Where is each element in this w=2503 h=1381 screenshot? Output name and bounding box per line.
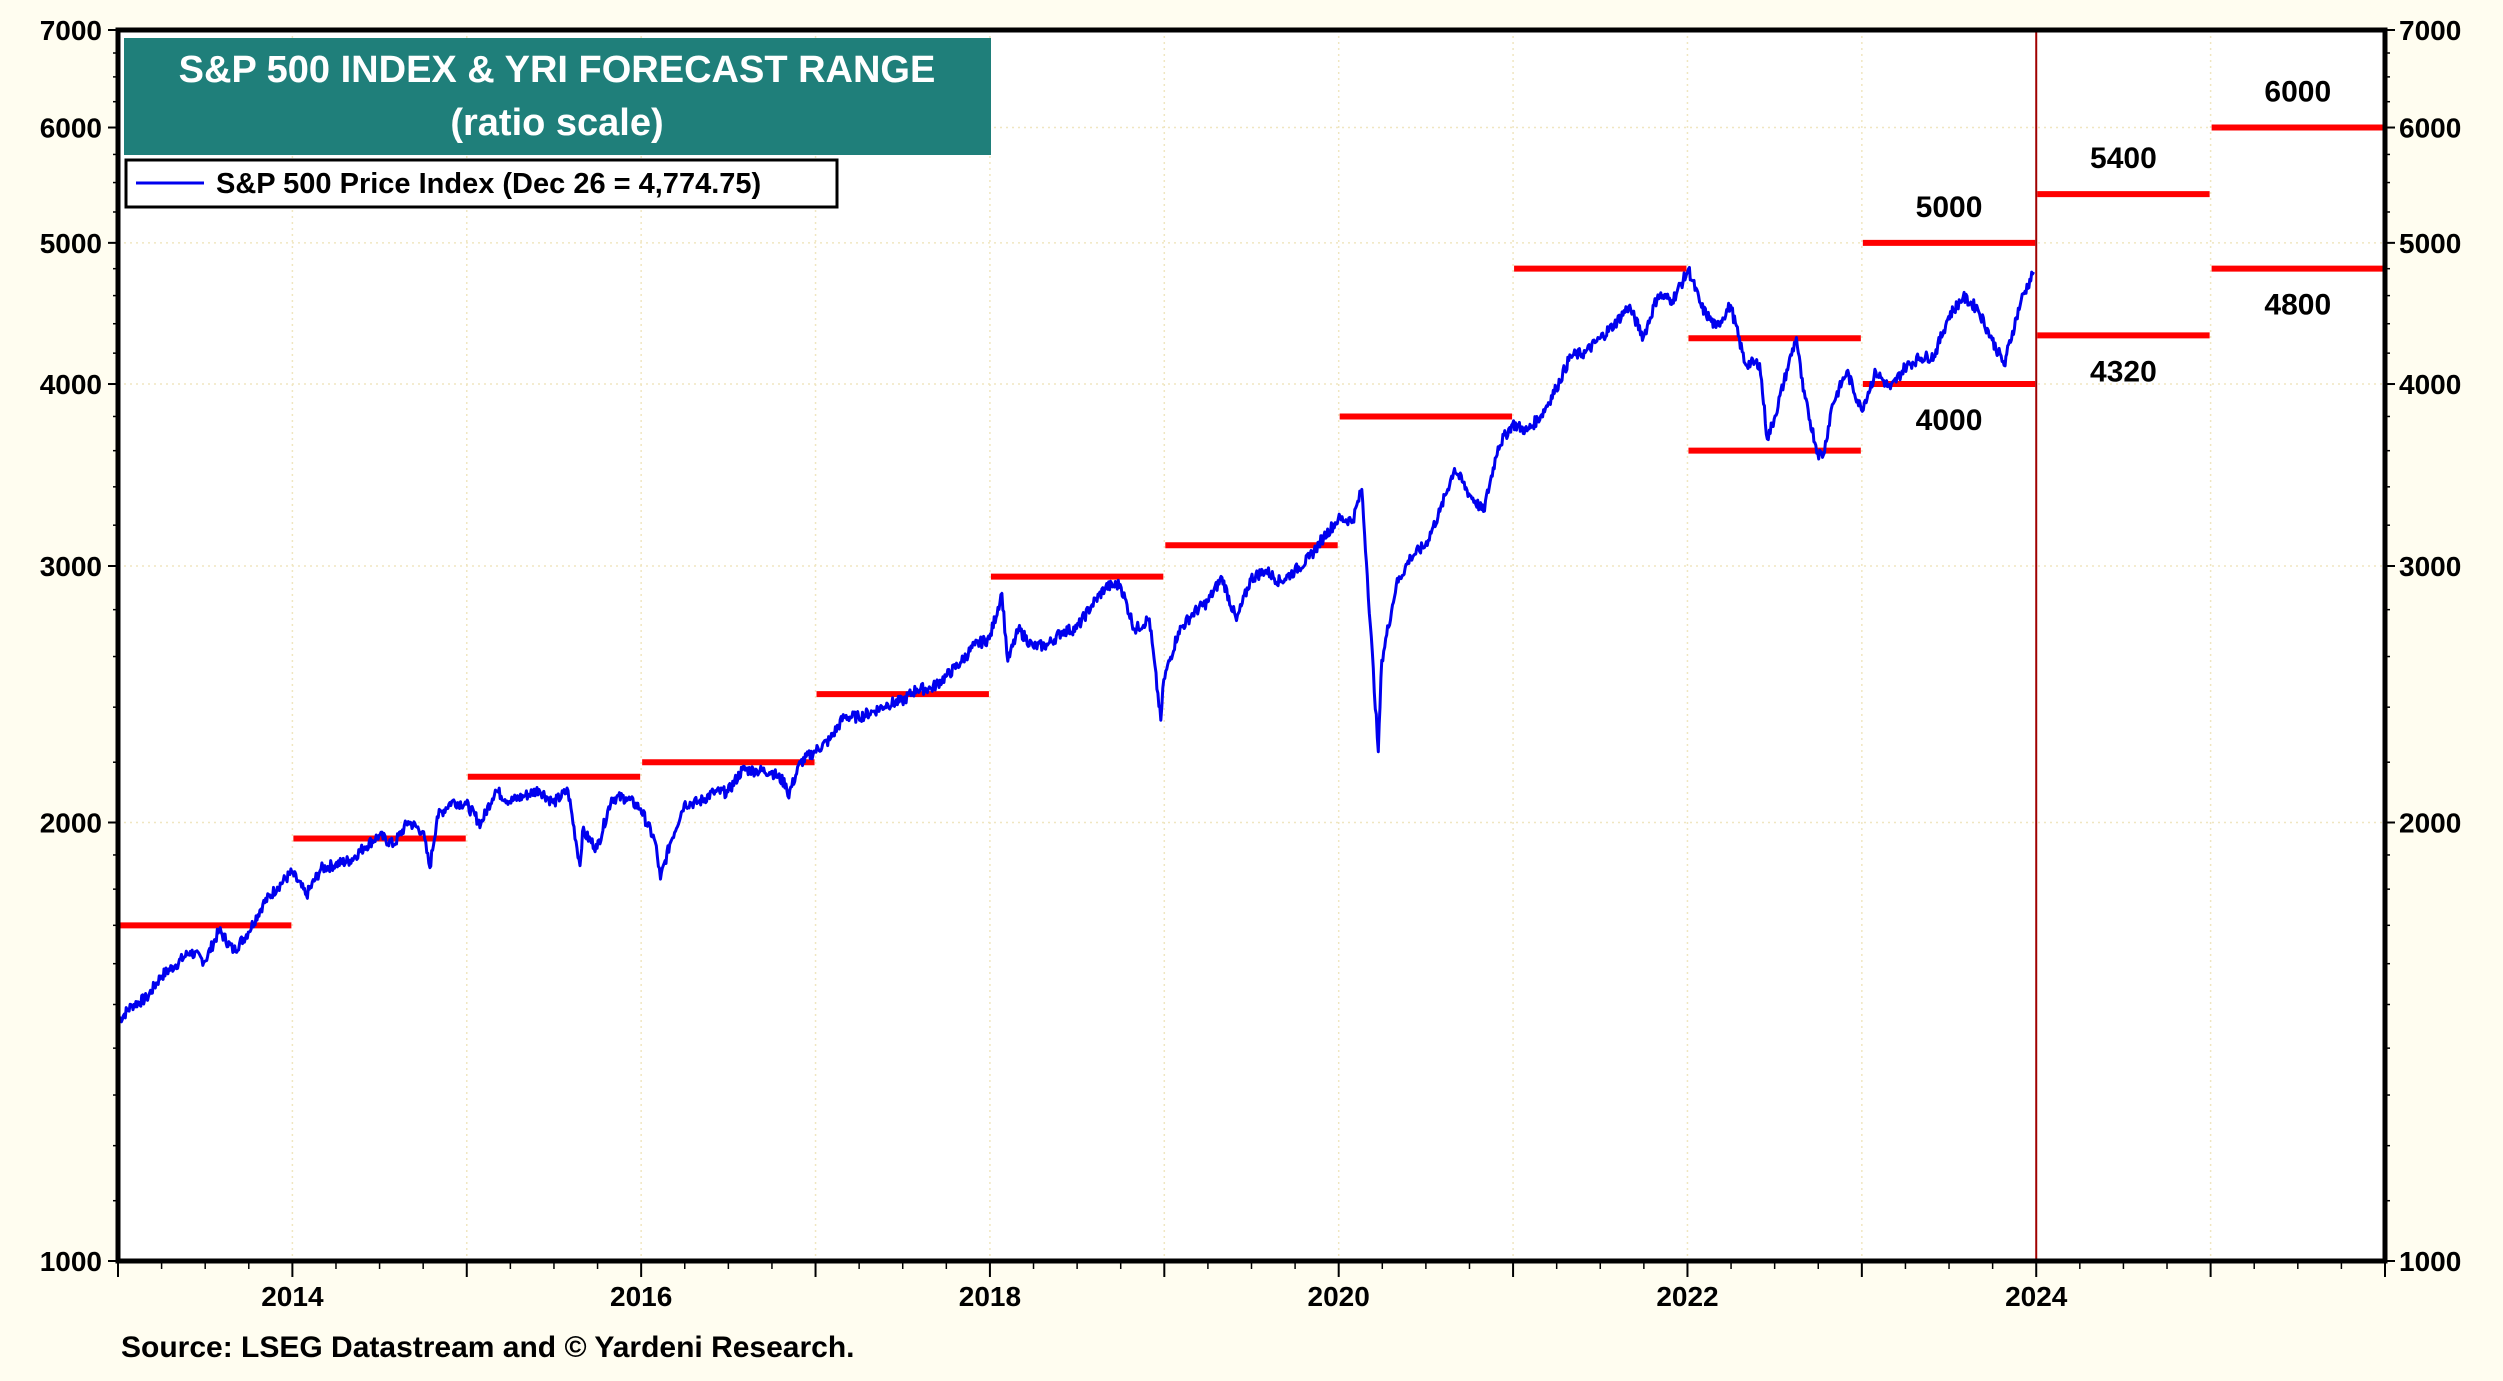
title-background bbox=[124, 38, 991, 155]
forecast-label-2023-high: 5000 bbox=[1916, 191, 1983, 224]
source-note: Source: LSEG Datastream and © Yardeni Re… bbox=[121, 1331, 855, 1364]
y-tick-label-left: 1000 bbox=[40, 1246, 102, 1277]
sp500-price-line bbox=[117, 265, 2035, 1024]
y-tick-label-left: 2000 bbox=[40, 808, 102, 839]
x-tick-label: 2018 bbox=[959, 1281, 1021, 1312]
x-tick-label: 2024 bbox=[2005, 1281, 2068, 1312]
forecast-label-2023-low: 4000 bbox=[1916, 404, 1983, 437]
y-tick-label-right: 6000 bbox=[2399, 113, 2461, 144]
forecast-labels: 5000 4000 5400 4320 6000 4800 bbox=[1916, 76, 2332, 438]
y-tick-label-right: 3000 bbox=[2399, 551, 2461, 582]
x-tick-label: 2014 bbox=[261, 1281, 324, 1312]
y-tick-label-left: 6000 bbox=[40, 113, 102, 144]
forecast-bars bbox=[119, 124, 2384, 929]
x-tick-label: 2020 bbox=[1308, 1281, 1370, 1312]
y-tick-label-right: 4000 bbox=[2399, 369, 2461, 400]
chart-title: S&P 500 INDEX & YRI FORECAST RANGE bbox=[179, 49, 936, 91]
plot-area bbox=[118, 30, 2385, 1261]
x-tick-label: 2022 bbox=[1656, 1281, 1718, 1312]
y-tick-label-right: 7000 bbox=[2399, 15, 2461, 46]
y-tick-label-left: 7000 bbox=[40, 15, 102, 46]
y-tick-label-right: 2000 bbox=[2399, 808, 2461, 839]
y-tick-label-left: 3000 bbox=[40, 551, 102, 582]
y-tick-label-right: 1000 bbox=[2399, 1246, 2461, 1277]
forecast-label-2024-low: 4320 bbox=[2090, 355, 2157, 388]
title-box: S&P 500 INDEX & YRI FORECAST RANGE (rati… bbox=[124, 38, 991, 155]
x-tick-label: 2016 bbox=[610, 1281, 672, 1312]
y-tick-label-left: 5000 bbox=[40, 228, 102, 259]
forecast-label-2025-high: 6000 bbox=[2264, 76, 2331, 109]
forecast-label-2024-high: 5400 bbox=[2090, 142, 2157, 175]
y-tick-label-right: 5000 bbox=[2399, 228, 2461, 259]
chart-subtitle: (ratio scale) bbox=[450, 102, 663, 144]
legend-box bbox=[124, 158, 839, 209]
forecast-label-2025-low: 4800 bbox=[2264, 289, 2331, 322]
y-tick-label-left: 4000 bbox=[40, 369, 102, 400]
legend-label: S&P 500 Price Index (Dec 26 = 4,774.75) bbox=[216, 168, 761, 200]
legend: S&P 500 Price Index (Dec 26 = 4,774.75) bbox=[124, 158, 839, 209]
